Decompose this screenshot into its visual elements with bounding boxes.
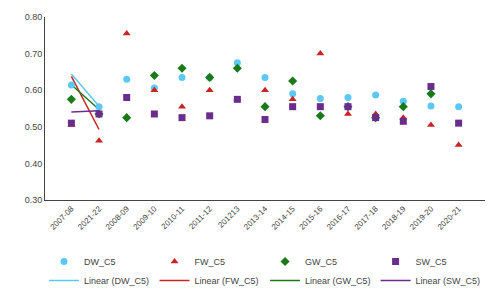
svg-text:2008-09: 2008-09 — [104, 204, 132, 232]
svg-text:0.70: 0.70 — [25, 49, 43, 59]
svg-text:2014-15: 2014-15 — [270, 204, 298, 232]
svg-text:2010-11: 2010-11 — [160, 204, 187, 231]
svg-text:2009-10: 2009-10 — [131, 204, 159, 232]
svg-text:SW_C5: SW_C5 — [416, 257, 447, 267]
svg-text:Linear (SW_C5): Linear (SW_C5) — [416, 276, 481, 286]
svg-text:0.40: 0.40 — [25, 159, 43, 169]
svg-text:2013-14: 2013-14 — [242, 204, 270, 232]
svg-text:Linear (DW_C5): Linear (DW_C5) — [84, 276, 149, 286]
svg-text:0.80: 0.80 — [25, 12, 43, 22]
svg-text:Linear (GW_C5): Linear (GW_C5) — [305, 276, 371, 286]
svg-text:2020-21: 2020-21 — [436, 204, 464, 232]
svg-text:2019-20: 2019-20 — [408, 204, 436, 232]
svg-text:DW_C5: DW_C5 — [84, 257, 116, 267]
svg-text:FW_C5: FW_C5 — [195, 257, 226, 267]
svg-text:201213: 201213 — [216, 204, 242, 230]
svg-text:2021-22: 2021-22 — [76, 204, 104, 232]
svg-text:0.60: 0.60 — [25, 85, 43, 95]
svg-text:2011-12: 2011-12 — [187, 204, 214, 231]
svg-text:2015-16: 2015-16 — [297, 204, 325, 232]
svg-text:2017-18: 2017-18 — [353, 204, 381, 232]
svg-text:2007-08: 2007-08 — [48, 204, 76, 232]
svg-text:Linear (FW_C5): Linear (FW_C5) — [195, 276, 259, 286]
svg-text:2016-17: 2016-17 — [325, 204, 353, 232]
svg-text:0.30: 0.30 — [25, 195, 43, 205]
svg-text:GW_C5: GW_C5 — [305, 257, 337, 267]
svg-text:0.50: 0.50 — [25, 122, 43, 132]
svg-text:2018-19: 2018-19 — [380, 204, 408, 232]
